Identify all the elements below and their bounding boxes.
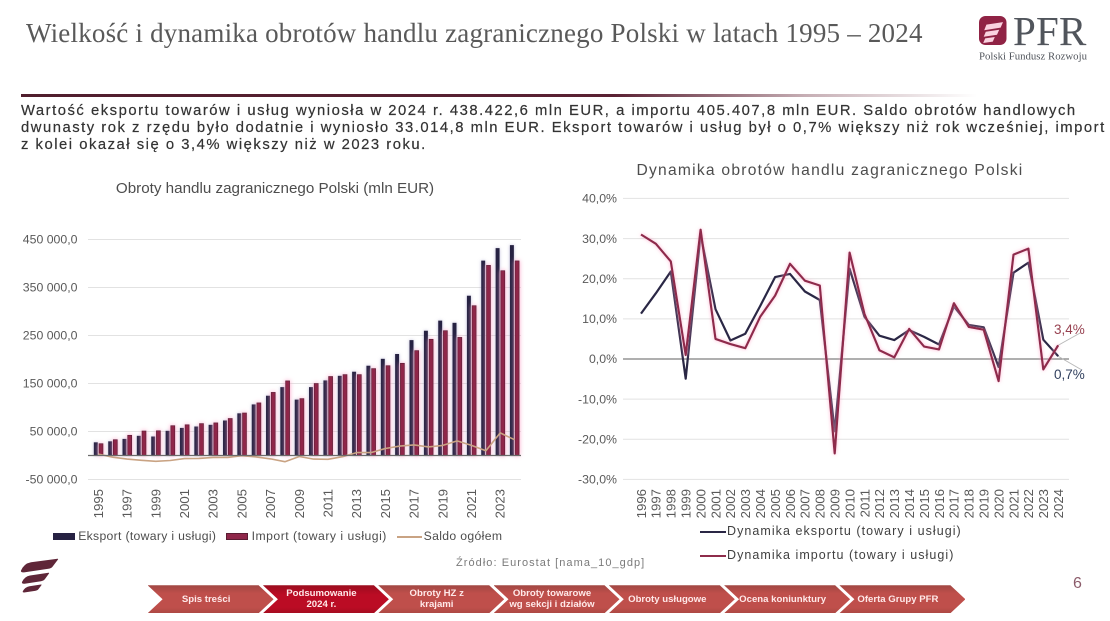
svg-text:2009: 2009 — [292, 489, 307, 518]
svg-text:2004: 2004 — [753, 489, 768, 518]
svg-text:2007: 2007 — [263, 489, 278, 518]
svg-text:0,0%: 0,0% — [589, 352, 617, 366]
svg-text:2012: 2012 — [872, 489, 887, 518]
svg-text:2001: 2001 — [177, 489, 192, 518]
svg-text:1997: 1997 — [120, 489, 135, 518]
svg-text:50 000,0: 50 000,0 — [30, 425, 78, 439]
svg-text:2019: 2019 — [977, 489, 992, 518]
svg-text:40,0%: 40,0% — [582, 192, 617, 206]
svg-text:10,0%: 10,0% — [582, 312, 617, 326]
svg-text:1999: 1999 — [148, 489, 163, 518]
svg-text:2018: 2018 — [962, 489, 977, 518]
svg-text:2024: 2024 — [1051, 489, 1066, 518]
svg-text:20,0%: 20,0% — [582, 272, 617, 286]
svg-text:2008: 2008 — [813, 489, 828, 518]
svg-text:30,0%: 30,0% — [582, 232, 617, 246]
svg-text:-50 000,0: -50 000,0 — [26, 473, 78, 487]
svg-text:2021: 2021 — [1006, 489, 1021, 518]
svg-text:2002: 2002 — [723, 489, 738, 518]
svg-text:2013: 2013 — [349, 489, 364, 518]
svg-text:2011: 2011 — [857, 489, 872, 517]
svg-text:1997: 1997 — [649, 489, 664, 518]
svg-text:2023: 2023 — [1036, 489, 1051, 518]
svg-text:1998: 1998 — [664, 489, 679, 518]
svg-text:2005: 2005 — [234, 489, 249, 518]
svg-text:2003: 2003 — [206, 489, 221, 518]
svg-text:1995: 1995 — [91, 489, 106, 518]
svg-text:-30,0%: -30,0% — [578, 473, 617, 487]
svg-text:250 000,0: 250 000,0 — [23, 329, 78, 343]
svg-text:450 000,0: 450 000,0 — [23, 233, 78, 247]
svg-text:2010: 2010 — [842, 489, 857, 518]
svg-text:2015: 2015 — [917, 489, 932, 518]
svg-text:2020: 2020 — [991, 489, 1006, 518]
svg-text:2001: 2001 — [708, 489, 723, 518]
svg-text:2013: 2013 — [887, 489, 902, 518]
svg-text:2006: 2006 — [783, 489, 798, 518]
svg-text:350 000,0: 350 000,0 — [23, 281, 78, 295]
svg-text:2005: 2005 — [768, 489, 783, 518]
svg-text:2017: 2017 — [947, 489, 962, 518]
svg-text:PFR: PFR — [1013, 8, 1087, 54]
svg-text:1996: 1996 — [634, 489, 649, 518]
svg-text:2015: 2015 — [378, 489, 393, 518]
svg-text:2003: 2003 — [738, 489, 753, 518]
svg-text:2017: 2017 — [407, 489, 422, 518]
svg-text:2019: 2019 — [435, 489, 450, 518]
svg-text:2021: 2021 — [464, 489, 479, 518]
svg-text:2007: 2007 — [798, 489, 813, 518]
svg-text:2023: 2023 — [493, 489, 508, 518]
svg-text:1999: 1999 — [679, 489, 694, 518]
svg-text:2014: 2014 — [902, 489, 917, 518]
svg-text:2016: 2016 — [932, 489, 947, 518]
svg-text:2022: 2022 — [1021, 489, 1036, 518]
svg-text:150 000,0: 150 000,0 — [23, 377, 78, 391]
svg-text:-20,0%: -20,0% — [578, 433, 617, 447]
svg-text:-10,0%: -10,0% — [578, 392, 617, 406]
svg-text:2011: 2011 — [321, 489, 336, 517]
svg-text:2000: 2000 — [693, 489, 708, 518]
svg-text:2009: 2009 — [828, 489, 843, 518]
svg-text:Polski Fundusz Rozwoju: Polski Fundusz Rozwoju — [979, 50, 1088, 62]
